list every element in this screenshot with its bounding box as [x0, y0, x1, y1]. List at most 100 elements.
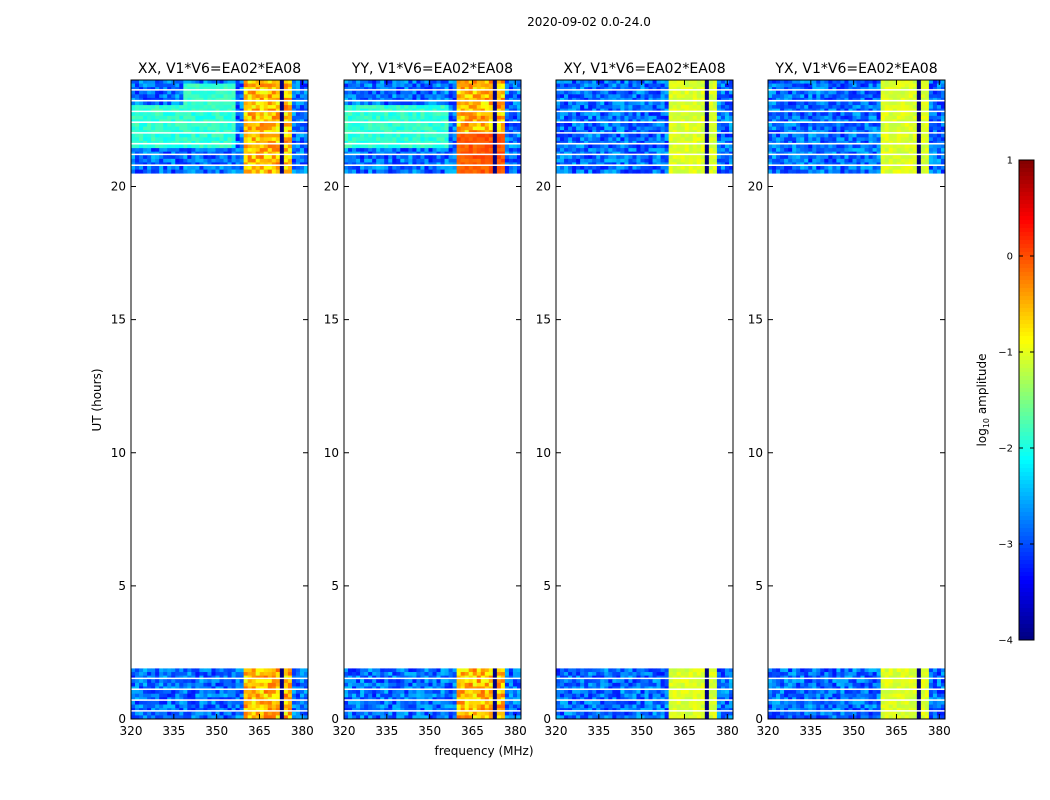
heatmap-cell	[424, 158, 429, 163]
heatmap-cell	[628, 715, 633, 720]
heatmap-cell	[712, 115, 718, 120]
heatmap-cell	[480, 101, 486, 106]
heatmap-cell	[700, 704, 706, 709]
heatmap-cell	[684, 682, 690, 687]
heatmap-cell	[223, 137, 228, 142]
heatmap-cell	[480, 711, 486, 716]
heatmap-cell	[179, 90, 184, 95]
heatmap-cell	[235, 115, 241, 120]
heatmap-cell	[644, 668, 649, 673]
heatmap-cell	[480, 672, 486, 677]
heatmap-cell	[668, 123, 674, 127]
heatmap-cell	[235, 169, 241, 174]
heatmap-cell	[484, 711, 490, 716]
heatmap-cell	[203, 144, 208, 149]
heatmap-cell	[684, 90, 690, 95]
heatmap-cell	[239, 158, 245, 163]
heatmap-cell	[396, 105, 401, 110]
heatmap-cell	[392, 166, 397, 170]
heatmap-cell	[584, 126, 589, 131]
heatmap-cell	[159, 94, 164, 99]
heatmap-cell	[508, 158, 514, 163]
heatmap-cell	[203, 711, 208, 716]
heatmap-cell	[396, 123, 401, 127]
heatmap-cell	[348, 700, 353, 705]
heatmap-cell	[380, 126, 385, 131]
heatmap-cell	[496, 690, 502, 695]
heatmap-cell	[283, 704, 289, 709]
heatmap-cell	[420, 711, 425, 716]
heatmap-cell	[584, 133, 589, 138]
heatmap-cell	[604, 133, 609, 138]
heatmap-cell	[444, 133, 449, 138]
heatmap-cell	[508, 668, 514, 673]
heatmap-cell	[356, 682, 361, 687]
heatmap-cell	[380, 133, 385, 138]
heatmap-cell	[468, 90, 474, 95]
heatmap-cell	[608, 690, 613, 695]
heatmap-cell	[644, 115, 649, 120]
heatmap-cell	[492, 126, 498, 131]
heatmap-cell	[360, 80, 365, 84]
heatmap-cell	[231, 715, 236, 720]
heatmap-cell	[508, 115, 514, 120]
heatmap-cell	[424, 155, 429, 160]
heatmap-cell	[444, 144, 449, 149]
heatmap-cell	[412, 166, 417, 170]
heatmap-cell	[568, 715, 573, 720]
heatmap-cell	[344, 679, 349, 684]
heatmap-cell	[508, 123, 514, 127]
heatmap-cell	[512, 704, 518, 709]
heatmap-cell	[376, 672, 381, 677]
heatmap-cell	[644, 137, 649, 142]
heatmap-cell	[147, 700, 152, 705]
heatmap-cell	[356, 693, 361, 698]
heatmap-cell	[295, 693, 301, 698]
heatmap-cell	[620, 115, 625, 120]
heatmap-cell	[464, 112, 470, 117]
heatmap-cell	[175, 83, 180, 88]
heatmap-cell	[652, 101, 657, 106]
heatmap-cell	[452, 115, 458, 120]
heatmap-cell	[412, 690, 417, 695]
heatmap-cell	[275, 672, 281, 677]
heatmap-cell	[227, 126, 232, 131]
heatmap-cell	[159, 105, 164, 110]
heatmap-cell	[239, 155, 245, 160]
heatmap-cell	[424, 690, 429, 695]
heatmap-cell	[159, 101, 164, 106]
heatmap-cell	[420, 693, 425, 698]
heatmap-cell	[428, 94, 433, 99]
heatmap-cell	[388, 711, 393, 716]
heatmap-cell	[504, 133, 510, 138]
heatmap-cell	[508, 155, 514, 160]
heatmap-cell	[452, 693, 458, 698]
heatmap-cell	[568, 137, 573, 142]
heatmap-cell	[696, 682, 702, 687]
heatmap-cell	[356, 101, 361, 106]
heatmap-cell	[600, 682, 605, 687]
heatmap-cell	[151, 166, 156, 170]
heatmap-cell	[400, 166, 405, 170]
heatmap-cell	[512, 133, 518, 138]
heatmap-cell	[235, 90, 241, 95]
heatmap-cell	[187, 144, 192, 149]
heatmap-cell	[468, 715, 474, 720]
heatmap-cell	[279, 144, 285, 149]
heatmap-cell	[632, 80, 637, 84]
heatmap-cell	[295, 690, 301, 695]
heatmap-cell	[488, 715, 494, 720]
heatmap-cell	[468, 158, 474, 163]
heatmap-cell	[275, 115, 281, 120]
heatmap-cell	[516, 133, 522, 138]
heatmap-cell	[448, 90, 454, 95]
heatmap-cell	[227, 80, 232, 84]
y-tick-label: 0	[331, 712, 339, 726]
heatmap-cell	[247, 668, 253, 673]
heatmap-cell	[464, 158, 470, 163]
heatmap-cell	[380, 682, 385, 687]
heatmap-cell	[456, 672, 462, 677]
heatmap-cell	[344, 80, 349, 84]
heatmap-cell	[684, 711, 690, 716]
heatmap-cell	[476, 80, 482, 84]
